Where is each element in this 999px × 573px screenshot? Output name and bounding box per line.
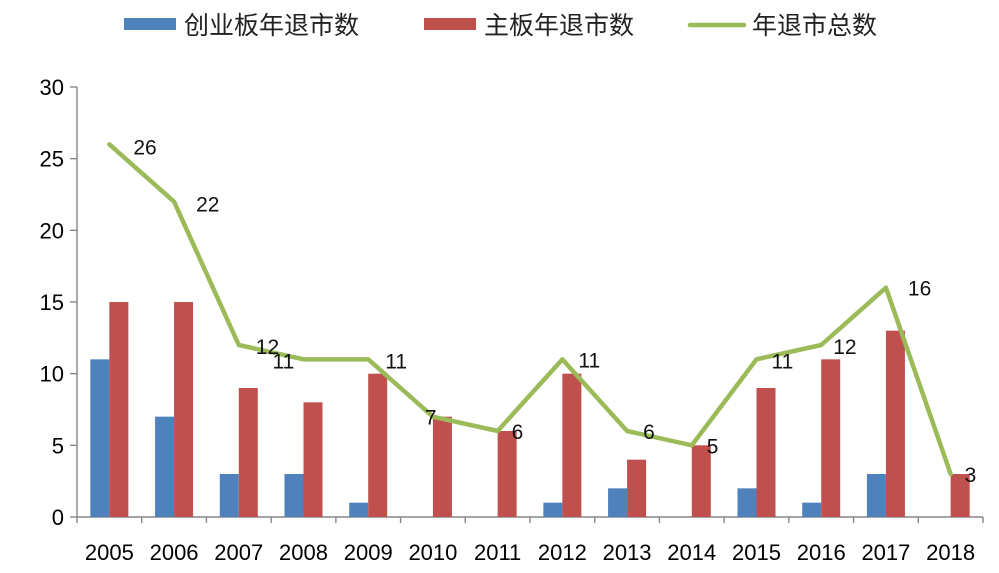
- bar-main-2015: [756, 388, 776, 517]
- x-tick-label: 2006: [150, 540, 199, 565]
- line-data-label-2013: 6: [643, 421, 655, 444]
- bar-main-2009: [368, 373, 388, 517]
- bar-gem-2012: [543, 502, 563, 517]
- x-tick-label: 2007: [214, 540, 263, 565]
- line-data-label-2007: 12: [256, 336, 279, 359]
- x-tick-label: 2005: [85, 540, 134, 565]
- x-tick-label: 2010: [408, 540, 457, 565]
- line-data-label-2009: 11: [385, 350, 407, 373]
- x-tick-label: 2014: [667, 540, 716, 565]
- line-data-label-2016: 12: [833, 336, 856, 359]
- bar-main-2018: [950, 474, 970, 517]
- bar-gem-2007: [219, 474, 239, 517]
- y-tick-label: 0: [52, 505, 64, 530]
- x-tick-label: 2015: [732, 540, 781, 565]
- bar-gem-2016: [802, 502, 822, 517]
- line-data-label-2010: 7: [425, 407, 437, 430]
- legend-item-total-label: 年退市总数: [752, 11, 877, 40]
- x-tick-label: 2012: [538, 540, 587, 565]
- bar-main-2011: [497, 431, 517, 517]
- bar-main-2008: [303, 402, 323, 517]
- legend-item-gem-swatch: [124, 18, 176, 30]
- y-tick-label: 20: [40, 218, 64, 243]
- line-data-label-2012: 11: [578, 349, 600, 372]
- bar-gem-2015: [737, 488, 757, 517]
- y-tick-label: 5: [52, 433, 64, 458]
- bar-gem-2006: [155, 416, 175, 517]
- x-tick-label: 2008: [279, 540, 328, 565]
- total-line: [107, 142, 953, 477]
- line-data-label-2005: 26: [133, 136, 156, 159]
- bar-main-2007: [238, 388, 258, 517]
- bar-main-2012: [562, 373, 582, 517]
- x-tick-label: 2017: [861, 540, 910, 565]
- y-tick-label: 15: [40, 290, 64, 315]
- line-data-label-2008: 11: [273, 350, 295, 373]
- x-tick-label: 2011: [474, 540, 521, 565]
- bar-main-2016: [821, 359, 841, 517]
- y-tick-label: 25: [40, 147, 64, 172]
- bar-main-2010: [432, 416, 452, 517]
- x-tick-label: 2009: [344, 540, 393, 565]
- bar-main-2006: [174, 302, 194, 517]
- bar-gem-2009: [349, 502, 369, 517]
- x-tick-label: 2016: [797, 540, 846, 565]
- bar-main-2013: [627, 459, 647, 517]
- x-tick-label: 2018: [926, 540, 975, 565]
- legend-item-gem-label: 创业板年退市数: [184, 11, 359, 40]
- line-data-label-2014: 5: [707, 435, 719, 458]
- y-tick-label: 30: [40, 75, 64, 100]
- line-data-label-2006: 22: [196, 194, 219, 217]
- bar-gem-2017: [866, 474, 886, 517]
- bar-main-2017: [885, 330, 905, 517]
- bar-main-2014: [691, 445, 711, 517]
- bar-gem-2013: [608, 488, 628, 517]
- legend-item-main-swatch: [424, 18, 476, 30]
- x-tick-label: 2013: [603, 540, 652, 565]
- legend-item-main-label: 主板年退市数: [484, 11, 634, 40]
- line-data-label-2011: 6: [512, 421, 524, 444]
- bar-main-2005: [109, 302, 129, 517]
- bar-gem-2005: [90, 359, 110, 517]
- line-data-label-2018: 3: [965, 464, 977, 487]
- line-data-label-2015: 11: [772, 350, 794, 373]
- bar-gem-2008: [284, 474, 304, 517]
- line-data-label-2017: 16: [908, 278, 931, 301]
- y-tick-label: 10: [40, 362, 64, 387]
